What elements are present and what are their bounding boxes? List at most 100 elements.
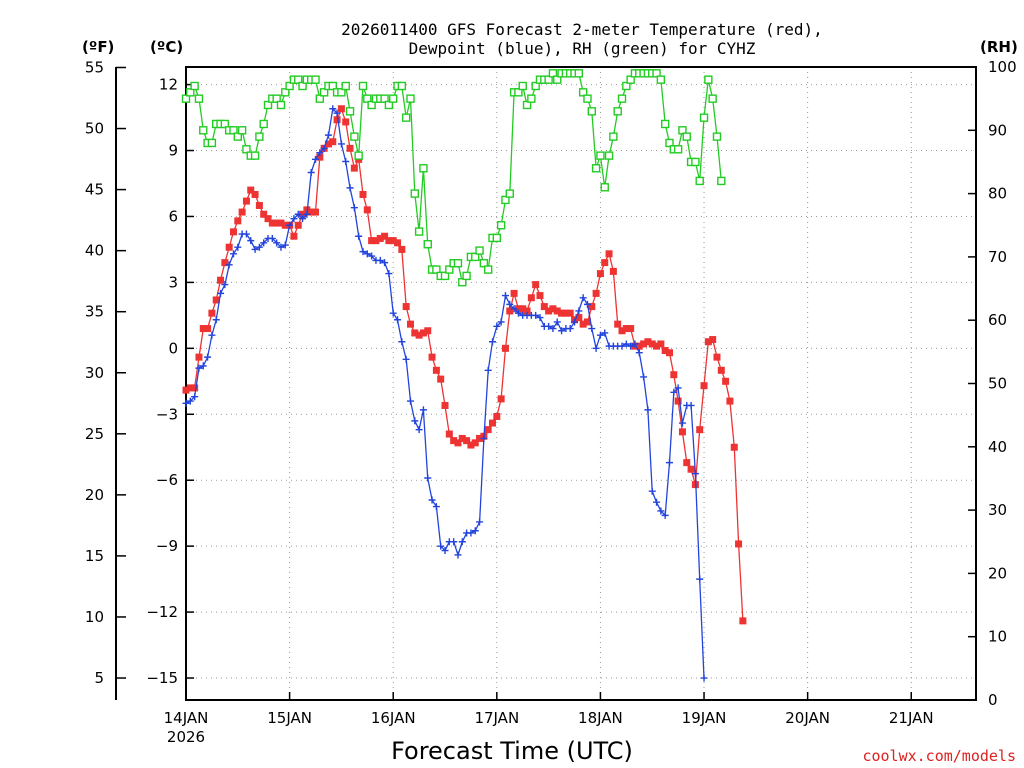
temperature-point [428, 353, 436, 361]
temperature-point [540, 303, 548, 311]
x-axis-label: Forecast Time (UTC) [391, 737, 633, 765]
rh-point [695, 176, 704, 186]
dewpoint-point [286, 221, 294, 229]
dewpoint-point [195, 364, 203, 372]
dewpoint-point [350, 204, 358, 212]
rh-point [272, 94, 281, 103]
temperature-point [553, 307, 561, 315]
celsius-tick-label: −3 [156, 405, 178, 423]
rh-point [285, 81, 294, 91]
dewpoint-point [631, 340, 639, 348]
rh-point [699, 113, 709, 122]
fahrenheit-tick-label: 25 [85, 425, 104, 443]
dewpoint-point [221, 281, 229, 289]
temperature-point [329, 138, 337, 146]
temperature-point [588, 303, 596, 311]
rh-point [423, 240, 432, 249]
dewpoint-point [303, 210, 311, 218]
dewpoint-point [467, 529, 475, 537]
rh-point [445, 265, 454, 274]
fahrenheit-tick-label: 35 [85, 303, 104, 321]
rh-series [181, 69, 726, 287]
temperature-point [601, 259, 609, 267]
temperature-line [185, 106, 744, 621]
temperature-point [316, 153, 324, 161]
rh-point [656, 75, 666, 84]
temperature-point [242, 197, 250, 205]
dewpoint-point [186, 397, 194, 405]
fahrenheit-tick-label: 15 [85, 547, 104, 565]
dewpoint-point [601, 329, 609, 337]
dewpoint-point [549, 325, 557, 333]
dewpoint-point [450, 538, 458, 546]
rh-tick-label: 70 [988, 248, 1007, 266]
dewpoint-point [592, 344, 600, 352]
temperature-point [247, 186, 255, 194]
dewpoint-point [506, 300, 514, 308]
temperature-point [290, 232, 298, 240]
dewpoint-point [411, 417, 419, 425]
temperature-point [670, 371, 678, 379]
dewpoint-point [653, 498, 661, 506]
dewpoint-point [268, 234, 276, 242]
dewpoint-point [622, 340, 630, 348]
dewpoint-point [419, 406, 427, 414]
dewpoint-point [691, 470, 699, 478]
rh-point [596, 151, 605, 160]
rh-point [496, 221, 506, 230]
dewpoint-point [514, 309, 522, 317]
dewpoint-point [471, 527, 479, 535]
temperature-point [208, 309, 216, 317]
dewpoint-point [536, 314, 544, 322]
rh-point [479, 259, 489, 268]
celsius-tick-label: 0 [168, 339, 178, 357]
rh-point [350, 132, 359, 141]
temperature-point [730, 443, 738, 451]
temperature-point [622, 325, 630, 333]
fahrenheit-unit-label: (ºF) [82, 38, 114, 56]
dewpoint-point [458, 538, 466, 546]
temperature-point [592, 289, 600, 297]
fahrenheit-tick-label: 10 [85, 608, 104, 626]
rh-point [673, 145, 683, 154]
temperature-point [337, 105, 345, 113]
temperature-point [687, 465, 695, 473]
celsius-tick-label: −9 [156, 537, 178, 555]
dewpoint-point [644, 406, 652, 414]
dewpoint-point [661, 511, 669, 519]
rh-point [406, 94, 415, 103]
temperature-point [273, 219, 281, 227]
rh-point [678, 126, 687, 135]
dewpoint-point [441, 547, 449, 555]
dewpoint-point [480, 434, 488, 442]
temperature-point [514, 305, 522, 313]
rh-point [471, 252, 480, 262]
rh-point [315, 94, 325, 103]
temperature-point [519, 305, 527, 313]
rh-point [440, 271, 450, 281]
dewpoint-point [424, 474, 432, 482]
dewpoint-point [657, 507, 665, 515]
dewpoint-point [191, 393, 199, 401]
dewpoint-point [700, 674, 708, 682]
rh-point [328, 81, 337, 91]
dewpoint-point [389, 309, 397, 317]
dewpoint-point [212, 316, 220, 324]
rh-point [574, 69, 584, 78]
dewpoint-point [355, 232, 363, 240]
rh-point [341, 81, 350, 91]
rh-point [255, 132, 264, 141]
rh-point [298, 81, 307, 91]
temperature-point [441, 401, 449, 409]
temperature-point [532, 281, 540, 289]
celsius-tick-label: −6 [156, 471, 178, 489]
dewpoint-point [394, 316, 402, 324]
temperature-point [307, 208, 315, 216]
data-series [181, 69, 747, 682]
temperature-point [489, 419, 497, 427]
temperature-point [648, 340, 656, 348]
dewpoint-point [415, 426, 423, 434]
temperature-point [523, 307, 531, 315]
dewpoint-point [277, 243, 285, 251]
temperature-point [661, 347, 669, 355]
